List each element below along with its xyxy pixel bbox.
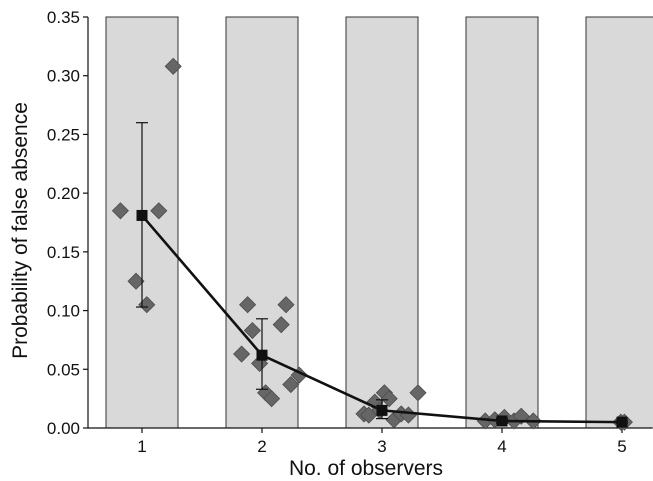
y-axis-title: Probability of false absence [9, 102, 32, 359]
background-bar-5 [585, 16, 653, 429]
data-point-13 [277, 296, 295, 314]
background-bar-3 [345, 16, 419, 429]
background-bar-4 [465, 16, 539, 429]
data-point-8 [243, 321, 261, 340]
data-point-25 [409, 384, 427, 402]
mean-point-4 [496, 415, 508, 427]
y-tick-label-0: 0.00 [47, 419, 80, 438]
data-point-7 [239, 296, 257, 314]
y-tick-label-4: 0.20 [47, 184, 80, 203]
data-point-5 [164, 57, 182, 75]
mean-point-5 [616, 416, 628, 428]
data-point-6 [233, 345, 251, 363]
y-tick-label-1: 0.05 [47, 360, 80, 379]
y-tick-label-7: 0.35 [47, 8, 80, 27]
y-tick-label-5: 0.25 [47, 125, 80, 144]
x-axis-title: No. of observers [289, 457, 443, 480]
x-tick-label-1: 2 [257, 437, 266, 456]
x-tick-label-4: 5 [617, 437, 626, 456]
data-point-21 [380, 390, 398, 408]
data-point-14 [282, 375, 300, 394]
x-tick-label-0: 1 [137, 437, 146, 456]
data-point-12 [272, 316, 290, 334]
mean-series [136, 122, 628, 428]
y-tick-label-2: 0.10 [47, 302, 80, 321]
data-point-2 [127, 272, 145, 290]
axes: 0.00 0.05 0.10 0.15 0.20 0.25 0.30 0.35 1 2 3 4 5 [47, 8, 652, 456]
x-tick-label-3: 4 [497, 437, 506, 456]
y-tick-label-6: 0.30 [47, 67, 80, 86]
y-tick-label-3: 0.15 [47, 243, 80, 262]
axis-labels: No. of observers Probability of false ab… [9, 102, 443, 480]
mean-point-3 [376, 404, 388, 416]
data-point-4 [150, 202, 168, 220]
data-point-1 [111, 202, 129, 220]
scatter-points [111, 57, 633, 431]
mean-point-1 [136, 209, 148, 221]
background-bars [105, 16, 653, 429]
data-point-11 [263, 390, 281, 408]
x-tick-label-2: 3 [377, 437, 386, 456]
mean-point-2 [256, 349, 268, 361]
